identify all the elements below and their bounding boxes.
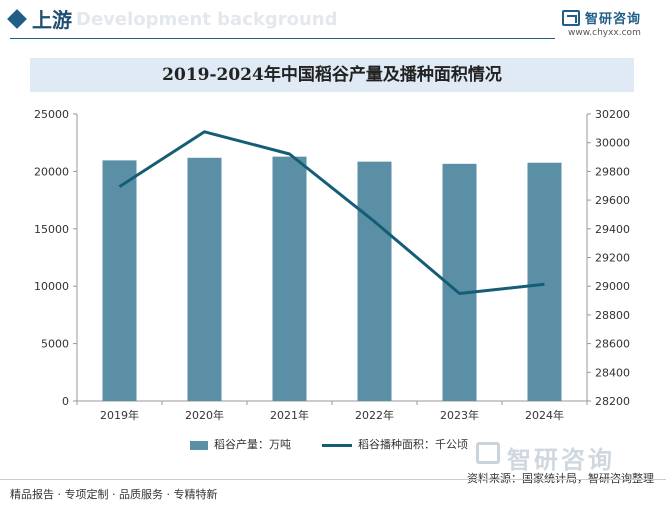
x-tick-label: 2021年 bbox=[270, 408, 309, 422]
chart-axes bbox=[73, 113, 591, 405]
line-series bbox=[118, 130, 545, 295]
tick-labels: 0 5000 10000 15000 20000 25000 28200 28400 28600… bbox=[34, 108, 630, 422]
y-left-tick-label: 15000 bbox=[34, 223, 69, 236]
y-right-tick-label: 29200 bbox=[595, 252, 630, 265]
logo-icon bbox=[562, 10, 580, 26]
watermark-logo-icon bbox=[476, 442, 500, 464]
legend-line-swatch bbox=[322, 443, 352, 447]
y-right-tick-label: 29600 bbox=[595, 194, 630, 207]
x-tick-label: 2019年 bbox=[100, 408, 139, 422]
y-right-tick-label: 28400 bbox=[595, 366, 630, 379]
bar-series bbox=[102, 156, 562, 401]
source-note: 资料来源：国家统计局，智研咨询整理 bbox=[467, 472, 654, 485]
y-left-tick-label: 25000 bbox=[34, 108, 69, 121]
y-right-tick-label: 29400 bbox=[595, 223, 630, 236]
bar-2022年 bbox=[357, 161, 392, 401]
y-right-tick-label: 28200 bbox=[595, 395, 630, 408]
bar-2020年 bbox=[187, 157, 222, 401]
y-right-tick-label: 28600 bbox=[595, 338, 630, 351]
watermark-text: 智研咨询 bbox=[507, 446, 615, 474]
bar-2021年 bbox=[272, 156, 307, 401]
y-left-tick-label: 10000 bbox=[34, 280, 69, 293]
section-title: 上游 bbox=[32, 8, 72, 32]
y-left-tick-label: 0 bbox=[62, 395, 69, 408]
y-left-tick-label: 20000 bbox=[34, 165, 69, 178]
y-right-tick-label: 30200 bbox=[595, 108, 630, 121]
legend-item-bar[interactable]: 稻谷产量：万吨 bbox=[190, 436, 291, 452]
legend-item-line[interactable]: 稻谷播种面积：千公顷 bbox=[322, 436, 468, 452]
y-right-tick-label: 30000 bbox=[595, 137, 630, 150]
legend-bar-label: 稻谷产量：万吨 bbox=[214, 438, 291, 451]
y-right-tick-label: 28800 bbox=[595, 309, 630, 322]
x-tick-label: 2024年 bbox=[525, 408, 564, 422]
header: Development background 上游 智研咨询 www.chyxx… bbox=[0, 0, 666, 40]
bar-2024年 bbox=[527, 162, 562, 401]
chart-title-band: 2019-2024年中国稻谷产量及播种面积情况 bbox=[30, 58, 634, 92]
chart-title: 2019-2024年中国稻谷产量及播种面积情况 bbox=[162, 65, 502, 85]
y-right-tick-label: 29800 bbox=[595, 165, 630, 178]
x-tick-label: 2022年 bbox=[355, 408, 394, 422]
footer-divider bbox=[0, 479, 666, 480]
line-path bbox=[118, 130, 545, 295]
y-right-tick-label: 29000 bbox=[595, 280, 630, 293]
footer-text: 精品报告 · 专项定制 · 品质服务 · 专精特新 bbox=[10, 488, 218, 501]
header-divider bbox=[10, 38, 555, 39]
logo-url[interactable]: www.chyxx.com bbox=[568, 28, 641, 38]
logo-name: 智研咨询 bbox=[585, 12, 642, 27]
legend-line-label: 稻谷播种面积：千公顷 bbox=[358, 438, 468, 451]
section-background-text: Development background bbox=[76, 9, 338, 30]
bar-2019年 bbox=[102, 160, 137, 401]
x-tick-label: 2023年 bbox=[440, 408, 479, 422]
legend-bar-swatch bbox=[190, 440, 208, 450]
y-left-tick-label: 5000 bbox=[41, 338, 69, 351]
x-tick-label: 2020年 bbox=[185, 408, 224, 422]
